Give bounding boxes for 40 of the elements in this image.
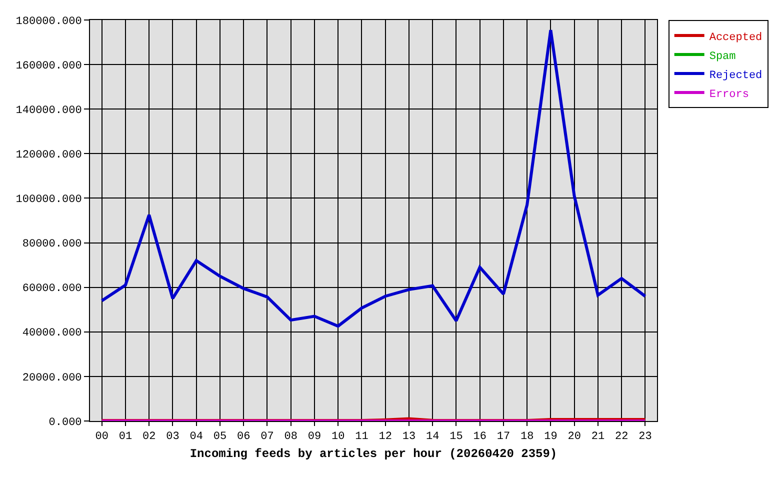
y-tick-label: 20000.000	[22, 372, 82, 384]
x-tick-label: 22	[614, 431, 628, 444]
x-tick-label: 02	[142, 431, 156, 444]
x-tick-label: 19	[544, 431, 558, 444]
x-tick-label: 03	[166, 431, 180, 444]
x-tick-label: 16	[473, 431, 486, 444]
legend-label: Rejected	[709, 70, 762, 82]
x-tick-label: 07	[260, 431, 274, 444]
x-tick-label: 05	[213, 431, 227, 444]
y-tick-label: 0.000	[48, 416, 82, 429]
x-tick-label: 11	[355, 431, 369, 444]
x-tick-label: 06	[236, 431, 250, 444]
y-tick-label: 60000.000	[22, 283, 82, 296]
x-tick-label: 15	[450, 431, 463, 444]
x-tick-label: 08	[284, 431, 298, 444]
x-tick-label: 12	[378, 431, 392, 444]
x-tick-label: 21	[591, 431, 605, 444]
legend-label: Errors	[709, 88, 749, 101]
y-tick-label: 140000.000	[16, 104, 82, 117]
y-tick-label: 80000.000	[22, 238, 82, 251]
x-tick-label: 18	[520, 431, 534, 444]
y-tick-label: 180000.000	[16, 16, 82, 28]
x-tick-label: 14	[426, 431, 440, 444]
x-tick-label: 17	[496, 431, 510, 444]
x-tick-label: 20	[568, 431, 581, 444]
y-tick-label: 160000.000	[16, 60, 82, 72]
x-tick-label: 09	[308, 431, 322, 444]
y-tick-label: 40000.000	[22, 328, 82, 340]
x-tick-label: 00	[95, 431, 108, 444]
y-tick-label: 100000.000	[16, 194, 82, 206]
x-tick-label: 10	[331, 431, 345, 444]
x-tick-label: 13	[402, 431, 416, 444]
legend-label: Spam	[709, 50, 736, 63]
x-axis-title: Incoming feeds by articles per hour (20260420 2359)	[190, 447, 558, 462]
x-tick-label: 23	[638, 431, 652, 444]
y-tick-label: 120000.000	[16, 150, 82, 162]
line-series	[100, 28, 647, 328]
x-tick-label: 04	[190, 431, 204, 444]
legend-label: Accepted	[709, 32, 762, 44]
x-tick-label: 01	[118, 431, 132, 444]
